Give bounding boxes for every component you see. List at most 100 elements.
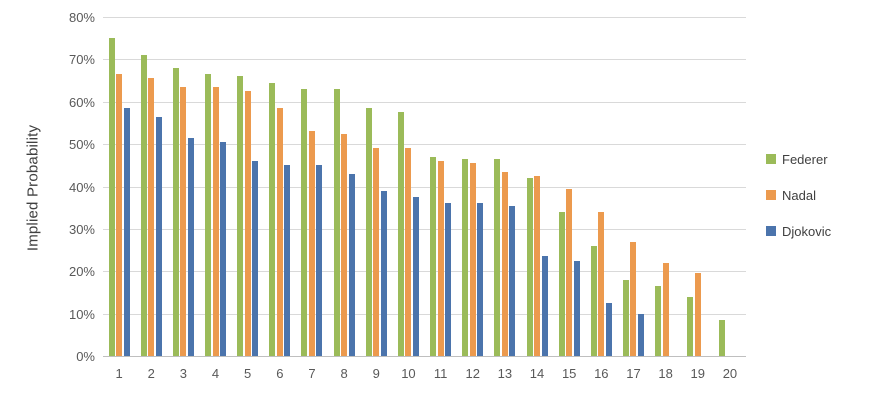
bar-djokovic-14 xyxy=(541,256,548,356)
bar-group-1 xyxy=(108,38,130,356)
bar-djokovic-4 xyxy=(220,142,227,356)
gridline-70 xyxy=(103,59,746,61)
bar-djokovic-7 xyxy=(316,165,323,356)
gridline-50 xyxy=(103,144,746,146)
legend-label: Federer xyxy=(782,151,828,167)
x-axis-tick-label-17: 17 xyxy=(626,366,641,381)
bar-federer-1 xyxy=(108,38,115,356)
legend-label: Djokovic xyxy=(782,223,832,239)
legend-swatch-icon xyxy=(766,226,776,236)
bar-federer-19 xyxy=(687,296,694,356)
bar-federer-5 xyxy=(237,76,244,356)
legend-item-djokovic: Djokovic xyxy=(766,222,831,240)
x-axis-tick-label-16: 16 xyxy=(594,366,609,381)
bar-group-7 xyxy=(301,89,323,356)
bar-federer-6 xyxy=(269,82,276,356)
bar-nadal-7 xyxy=(308,131,315,356)
bar-federer-20 xyxy=(719,320,726,356)
bar-nadal-9 xyxy=(373,148,380,356)
bar-group-9 xyxy=(365,108,387,356)
bar-nadal-4 xyxy=(212,86,219,356)
bar-group-3 xyxy=(172,67,194,356)
legend-swatch-icon xyxy=(766,154,776,164)
bar-nadal-3 xyxy=(180,86,187,356)
y-axis-title: Implied Probability xyxy=(24,124,42,252)
legend-label: Nadal xyxy=(782,187,816,203)
bar-nadal-8 xyxy=(341,133,348,356)
legend-item-federer: Federer xyxy=(766,150,831,168)
bar-group-15 xyxy=(558,188,580,356)
x-axis-tick-label-11: 11 xyxy=(433,366,448,381)
y-axis-tick-label-0: 0% xyxy=(76,349,95,364)
bar-djokovic-13 xyxy=(509,205,516,356)
x-axis-tick-label-14: 14 xyxy=(529,366,545,381)
bar-group-19 xyxy=(687,273,708,356)
bar-group-10 xyxy=(397,112,419,356)
bar-group-6 xyxy=(269,82,291,356)
bar-group-5 xyxy=(237,76,259,356)
plot-area xyxy=(103,17,746,357)
bar-federer-14 xyxy=(526,178,533,356)
bar-nadal-19 xyxy=(694,273,701,356)
gridline-60 xyxy=(103,101,746,103)
y-axis-tick-label-10: 10% xyxy=(68,306,95,322)
bar-federer-18 xyxy=(655,286,662,356)
bar-federer-3 xyxy=(172,67,179,356)
legend-item-nadal: Nadal xyxy=(766,186,831,204)
bar-djokovic-15 xyxy=(573,260,580,356)
x-axis-line xyxy=(103,356,746,357)
bar-federer-11 xyxy=(430,156,437,356)
x-axis-tick-label-20: 20 xyxy=(722,366,738,381)
bar-nadal-13 xyxy=(501,171,508,356)
bar-federer-13 xyxy=(494,159,501,356)
bar-nadal-16 xyxy=(598,211,605,356)
bar-nadal-5 xyxy=(244,91,251,356)
y-axis-tick-label-70: 70% xyxy=(68,52,95,68)
bar-djokovic-2 xyxy=(155,116,162,356)
bar-nadal-14 xyxy=(534,175,541,356)
x-axis-tick-label-6: 6 xyxy=(276,366,284,381)
bar-djokovic-3 xyxy=(187,137,194,356)
y-axis-tick-label-40: 40% xyxy=(68,179,95,195)
bar-nadal-10 xyxy=(405,148,412,356)
bar-federer-10 xyxy=(397,112,404,356)
x-axis-tick-label-4: 4 xyxy=(211,366,220,381)
bar-group-17 xyxy=(622,241,644,356)
y-axis-tick-label-60: 60% xyxy=(68,94,95,110)
bar-djokovic-11 xyxy=(445,203,452,356)
bar-group-13 xyxy=(494,159,516,356)
x-axis-tick-label-10: 10 xyxy=(401,366,416,381)
bar-group-18 xyxy=(655,262,676,356)
x-axis-tick-label-18: 18 xyxy=(658,366,673,381)
bar-djokovic-6 xyxy=(284,165,291,356)
gridline-40 xyxy=(103,186,746,188)
legend: Federer Nadal Djokovic xyxy=(766,150,831,258)
bar-federer-9 xyxy=(365,108,372,356)
x-axis-tick-label-5: 5 xyxy=(244,366,252,381)
bar-group-12 xyxy=(462,159,484,356)
gridline-20 xyxy=(103,271,746,273)
x-axis-tick-label-9: 9 xyxy=(372,366,380,381)
bar-nadal-2 xyxy=(148,78,155,356)
bar-federer-15 xyxy=(558,211,565,356)
bar-nadal-12 xyxy=(469,163,476,356)
bar-nadal-18 xyxy=(662,262,669,356)
bar-djokovic-17 xyxy=(637,313,644,356)
bar-group-2 xyxy=(140,55,162,356)
x-axis-tick-label-8: 8 xyxy=(340,366,348,381)
x-axis-tick-label-2: 2 xyxy=(147,366,155,381)
gridline-80 xyxy=(103,17,746,18)
bar-nadal-6 xyxy=(276,108,283,356)
bar-djokovic-8 xyxy=(348,173,355,356)
y-axis-tick-label-20: 20% xyxy=(68,264,95,280)
bar-djokovic-1 xyxy=(123,108,130,356)
legend-swatch-icon xyxy=(766,190,776,200)
gridline-30 xyxy=(103,228,746,230)
bar-federer-7 xyxy=(301,89,308,356)
x-axis-tick-label-13: 13 xyxy=(497,366,513,381)
x-axis-tick-label-19: 19 xyxy=(690,366,705,381)
bar-djokovic-16 xyxy=(605,303,612,356)
bar-group-4 xyxy=(205,74,227,356)
y-axis-tick-label-50: 50% xyxy=(68,137,95,153)
